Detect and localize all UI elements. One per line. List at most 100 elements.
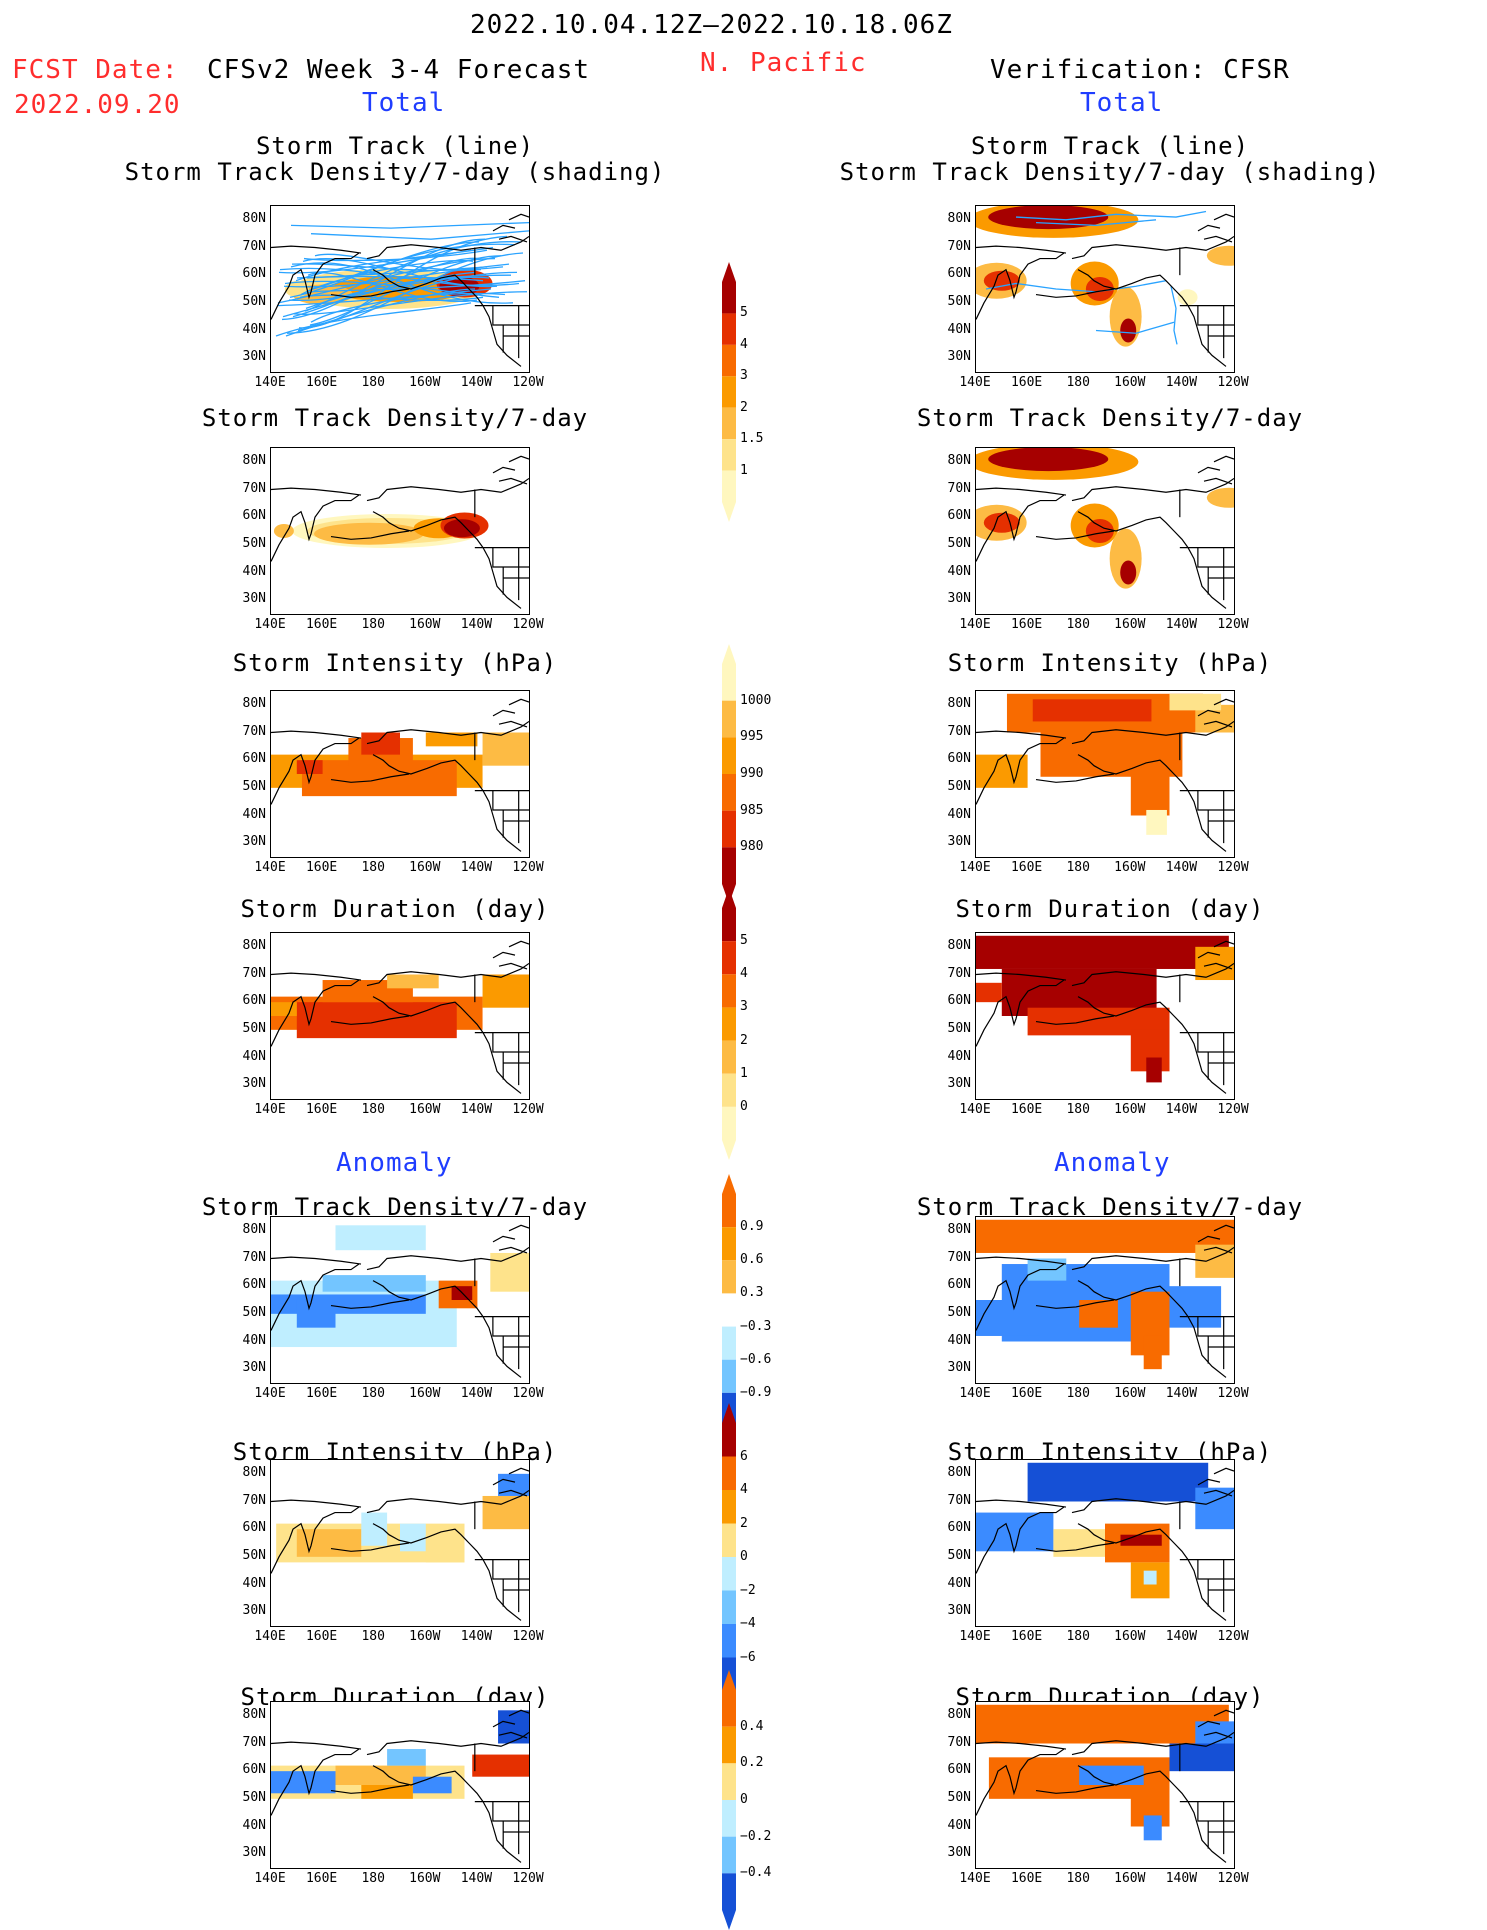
colorbar-segment <box>722 344 736 377</box>
shade-cell <box>301 760 457 797</box>
x-tick-label: 160W <box>1114 1102 1146 1117</box>
x-tick-label: 160W <box>409 860 441 875</box>
y-tick-label: 40N <box>242 806 266 822</box>
coastline <box>271 455 529 609</box>
colorbar-label: 980 <box>740 839 764 855</box>
shade-cell <box>983 512 1020 533</box>
x-tick-label: 160W <box>1114 860 1146 875</box>
y-tick-label: 60N <box>242 1762 266 1778</box>
x-tick-label: 160W <box>409 375 441 390</box>
colorbar-label: 6 <box>740 1448 748 1464</box>
coastline <box>271 940 529 1094</box>
forecast-total-intensity-map <box>270 690 530 858</box>
colorbar-label: 0.6 <box>740 1252 764 1268</box>
y-tick-label: 50N <box>242 778 266 794</box>
coastline <box>271 1467 529 1621</box>
shade-cell <box>1040 732 1183 777</box>
x-tick-label: 160W <box>409 617 441 632</box>
shade-cell <box>425 732 478 747</box>
colorbar-label: 0.9 <box>740 1219 764 1235</box>
verification-anom-duration-map <box>975 1701 1235 1869</box>
x-tick-label: 160W <box>1114 375 1146 390</box>
shade-cell <box>361 732 400 755</box>
colorbar-label: −4 <box>740 1616 756 1631</box>
verification-total-track-map <box>975 205 1235 373</box>
y-tick-label: 70N <box>242 238 266 254</box>
y-tick-label: 50N <box>947 1789 971 1805</box>
verification-anom-intensity-map <box>975 1459 1235 1627</box>
shade-cell <box>412 1776 452 1794</box>
shade-cell <box>482 974 529 1008</box>
x-tick-label: 180 <box>1066 1102 1090 1117</box>
x-tick-label: 160W <box>409 1386 441 1401</box>
coastline <box>271 1709 529 1863</box>
shade-cell <box>271 1294 426 1314</box>
intensity-anom-colorbar <box>722 1403 736 1711</box>
x-tick-label: 120W <box>1217 860 1249 875</box>
x-tick-label: 140W <box>460 375 493 390</box>
coastline <box>271 1224 529 1378</box>
x-tick-label: 120W <box>1217 1871 1249 1886</box>
x-tick-label: 140E <box>959 1629 991 1644</box>
y-tick-label: 50N <box>947 1304 971 1320</box>
y-tick-label: 70N <box>242 1249 266 1265</box>
x-tick-label: 120W <box>512 1102 544 1117</box>
y-tick-label: 70N <box>242 1492 266 1508</box>
shade-cell <box>322 1275 426 1292</box>
y-tick-label: 80N <box>947 1706 971 1722</box>
x-tick-label: 120W <box>512 1629 544 1644</box>
y-tick-label: 50N <box>242 293 266 309</box>
shade-cell <box>983 270 1020 291</box>
shade-cell <box>1079 1765 1144 1785</box>
y-tick-label: 50N <box>947 778 971 794</box>
y-tick-label: 70N <box>242 965 266 981</box>
colorbar-label: 0 <box>740 1098 748 1114</box>
y-tick-label: 60N <box>947 1520 971 1536</box>
y-tick-label: 80N <box>947 1221 971 1237</box>
y-tick-label: 70N <box>947 1249 971 1265</box>
x-tick-label: 140W <box>1165 1629 1198 1644</box>
shade-cell <box>1079 1300 1118 1328</box>
storm-track-lines <box>275 221 529 337</box>
y-tick-label: 40N <box>242 1817 266 1833</box>
verification-total-duration-map <box>975 932 1235 1100</box>
y-tick-label: 80N <box>242 1221 266 1237</box>
colorbar-label: 5 <box>740 305 748 321</box>
shade-cell <box>490 1252 529 1292</box>
colorbar-label: 1 <box>740 1065 748 1081</box>
x-tick-label: 120W <box>1217 1629 1249 1644</box>
panel-title: Storm Intensity (hPa) <box>232 649 558 677</box>
y-tick-label: 80N <box>242 695 266 711</box>
colorbar-label: 1.5 <box>740 431 764 447</box>
colorbar-segment <box>722 1523 736 1557</box>
y-tick-label: 60N <box>242 1520 266 1536</box>
colorbar-segment <box>722 407 736 440</box>
x-tick-label: 140E <box>959 860 991 875</box>
density-colorbar <box>722 262 736 522</box>
y-tick-label: 50N <box>242 1547 266 1563</box>
colorbar-label: 1000 <box>740 692 772 708</box>
x-tick-label: 140E <box>959 375 991 390</box>
y-tick-label: 30N <box>947 1603 971 1619</box>
x-tick-label: 140W <box>460 617 493 632</box>
panel-title: Storm Intensity (hPa) <box>947 649 1273 677</box>
shade-cell <box>1120 560 1137 585</box>
anomaly-label-left: Anomaly <box>336 1148 453 1178</box>
y-tick-label: 40N <box>242 563 266 579</box>
x-tick-label: 160E <box>305 1386 338 1401</box>
y-tick-label: 80N <box>947 452 971 468</box>
model-title: CFSv2 Week 3-4 Forecast <box>207 55 591 85</box>
shade-cell <box>1143 1335 1162 1370</box>
x-tick-label: 140W <box>460 860 493 875</box>
colorbar-label: 0 <box>740 1549 748 1564</box>
x-tick-label: 120W <box>512 1386 544 1401</box>
y-tick-label: 70N <box>947 965 971 981</box>
y-tick-label: 60N <box>947 266 971 282</box>
y-tick-label: 60N <box>242 266 266 282</box>
x-tick-label: 120W <box>512 1871 544 1886</box>
colorbar-segment <box>722 1423 736 1457</box>
y-tick-label: 30N <box>947 349 971 365</box>
x-tick-label: 140W <box>460 1102 493 1117</box>
y-tick-label: 30N <box>242 1603 266 1619</box>
colorbar-label: 4 <box>740 1482 748 1497</box>
